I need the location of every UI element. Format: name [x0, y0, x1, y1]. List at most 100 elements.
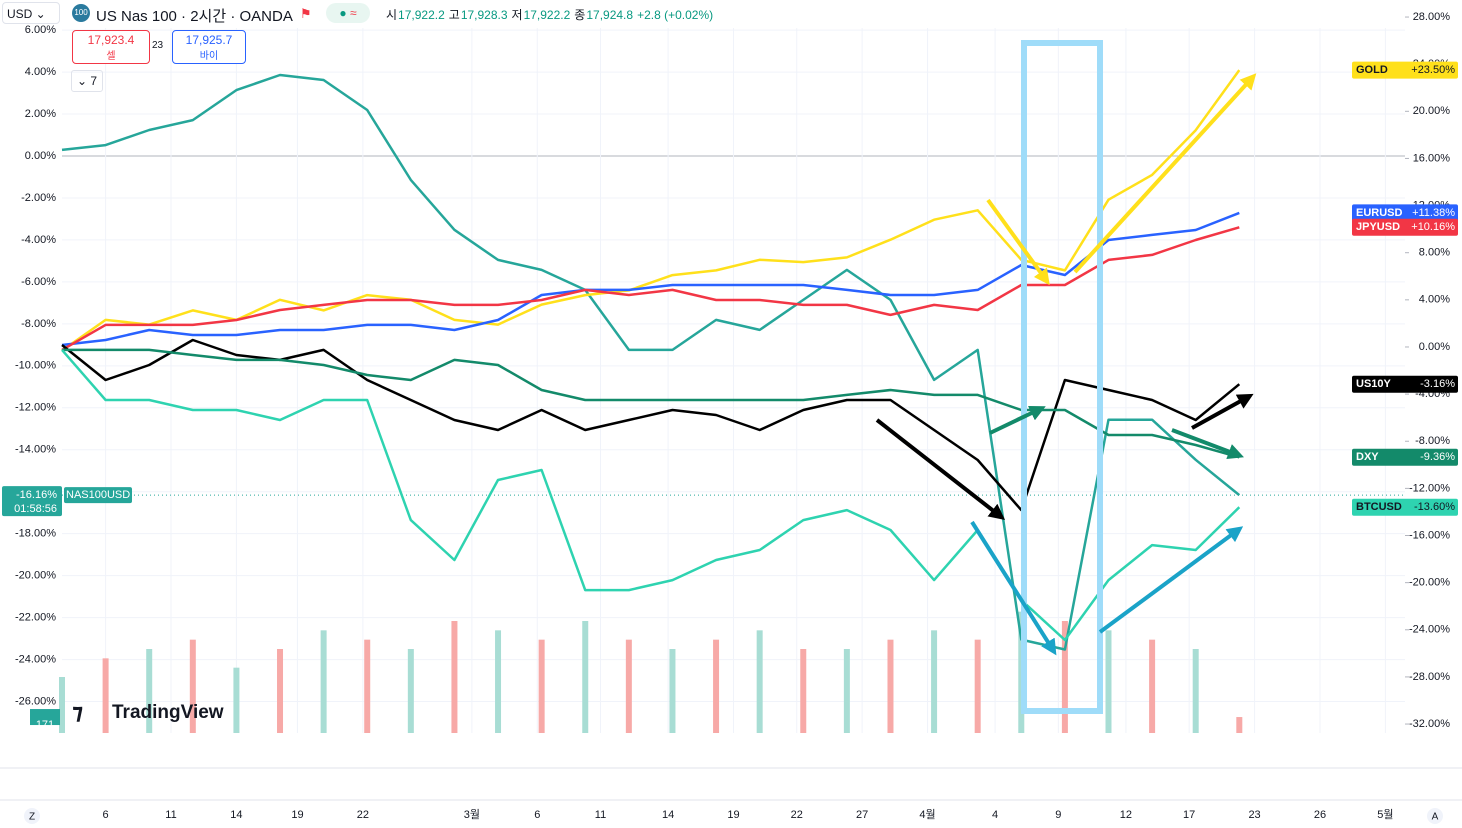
- currency: USD: [7, 7, 33, 21]
- symbol[interactable]: US Nas 100 · 2시간 · OANDA: [96, 8, 293, 25]
- logo: TradingView: [112, 702, 224, 723]
- sell-label: 셀: [106, 51, 116, 62]
- ohlc-value: 17,924.8: [586, 8, 634, 22]
- spread: 23: [152, 40, 164, 51]
- highlight-box: [1021, 40, 1103, 714]
- series-tag: [1352, 498, 1458, 516]
- y2-tick-label: 16.00%: [1413, 152, 1451, 164]
- countdown: 01:58:56: [14, 503, 57, 515]
- series-name: EURUSD: [1356, 207, 1403, 219]
- x-tick-label: 6: [103, 809, 109, 821]
- y-tick-label: -22.00%: [15, 612, 56, 624]
- axes: Z A ⁊ TradingView 6.00% 4.00% 2.00% 0.00% -2…: [0, 11, 1462, 824]
- y-tick-label: -8.00%: [21, 318, 56, 330]
- arrow: [875, 418, 1006, 520]
- volume-bar: [625, 639, 632, 733]
- y-tick-label: -2.00%: [21, 192, 56, 204]
- volume-bar: [277, 649, 284, 733]
- buy-button[interactable]: 17,925.7 바이: [172, 30, 246, 64]
- x-tick-label: 22: [357, 809, 369, 821]
- series-line: [61, 338, 1241, 512]
- volume-bar: [931, 630, 938, 733]
- x-tick-label: 9: [1055, 809, 1061, 821]
- series-tag: [1352, 375, 1458, 393]
- y-tick-label: 0.00%: [25, 150, 56, 162]
- x-tick-label: 14: [662, 809, 674, 821]
- series-tag: [64, 487, 132, 504]
- volume: [59, 611, 1243, 733]
- arrow: [1073, 73, 1257, 274]
- volume-bar: [1061, 621, 1068, 733]
- y-tick-label: -14.00%: [15, 444, 56, 456]
- x-tick-label: 22: [791, 809, 803, 821]
- x-tick-label: 6: [534, 809, 540, 821]
- volume-bar: [974, 639, 981, 733]
- sell-button[interactable]: 17,923.4 셀: [72, 30, 150, 64]
- annotations: [875, 40, 1257, 714]
- y-tick-label: -4.00%: [21, 234, 56, 246]
- y-tick-label: 6.00%: [25, 24, 56, 36]
- auto-button-label[interactable]: A: [1432, 812, 1439, 823]
- arrow: [1098, 526, 1244, 634]
- indicators-toggle[interactable]: ⌄ 7: [71, 70, 103, 92]
- series-value-label: -3.16%: [1420, 378, 1455, 390]
- series-name: US10Y: [1356, 378, 1392, 390]
- volume-bar: [843, 649, 850, 733]
- x-tick-label: 12: [1120, 809, 1132, 821]
- x-tick-label: 11: [165, 809, 176, 821]
- x-tick-label: 4: [992, 809, 998, 821]
- arrow: [970, 520, 1057, 656]
- volume-bar: [669, 649, 676, 733]
- arrow: [1171, 428, 1244, 460]
- x-tick-label: 5월: [1377, 808, 1393, 821]
- volume-bar: [407, 649, 414, 733]
- x-tick-label: 17: [1183, 809, 1195, 821]
- y-tick-label: -26.00%: [15, 695, 56, 707]
- series-value-label: +10.16%: [1411, 221, 1455, 233]
- volume-bar: [320, 630, 327, 733]
- y2-tick-label: 8.00%: [1419, 247, 1450, 259]
- volume-bar: [1105, 630, 1112, 733]
- volume-bar: [713, 639, 720, 733]
- auto-button[interactable]: [1427, 808, 1443, 824]
- y2-tick-label: -24.00%: [1409, 624, 1450, 636]
- ohlc-value: 17,922.2: [523, 8, 571, 22]
- x-tick-label: 11: [595, 809, 606, 821]
- volume-bar: [887, 639, 894, 733]
- scale-button[interactable]: [24, 808, 40, 824]
- ohlc-label: 저: [511, 8, 523, 22]
- y2-tick-label: -16.00%: [1409, 529, 1450, 541]
- change: +2.8 (+0.02%): [637, 8, 714, 22]
- ohlc-value: 17,928.3: [460, 8, 508, 22]
- grid: [62, 28, 1405, 733]
- volume-bar: [1192, 649, 1199, 733]
- series-line: [61, 349, 1241, 642]
- ohlc-label: 고: [448, 8, 460, 22]
- volume-bar: [1236, 717, 1243, 733]
- x-tick-label: 23: [1248, 809, 1260, 821]
- x-tick-label: 4월: [919, 808, 935, 821]
- y2-tick-label: 20.00%: [1413, 105, 1451, 117]
- y-tick-label: -18.00%: [15, 528, 56, 540]
- volume-bar: [495, 630, 502, 733]
- flag[interactable]: ⚑: [300, 6, 312, 21]
- series-line: [61, 211, 1240, 347]
- volume-bar: [364, 639, 371, 733]
- y-tick-label: -12.00%: [15, 402, 56, 414]
- volume-bar: [102, 658, 109, 733]
- currency-select[interactable]: USD ⌄: [2, 2, 60, 24]
- market-status[interactable]: ● ≈: [326, 3, 370, 23]
- volume-tag: [30, 709, 60, 726]
- price-tag: [2, 486, 62, 517]
- y2-tick-label: 28.00%: [1413, 11, 1451, 23]
- scale-button-label[interactable]: Z: [29, 812, 35, 823]
- logo-mark: ⁊: [72, 699, 83, 724]
- y2-tick-label: -12.00%: [1409, 482, 1450, 494]
- volume-bar: [451, 621, 458, 733]
- series-name: GOLD: [1356, 64, 1388, 76]
- ohlc-label: 시: [386, 8, 398, 22]
- series-line: [61, 69, 1241, 352]
- y-tick-label: -10.00%: [15, 360, 56, 372]
